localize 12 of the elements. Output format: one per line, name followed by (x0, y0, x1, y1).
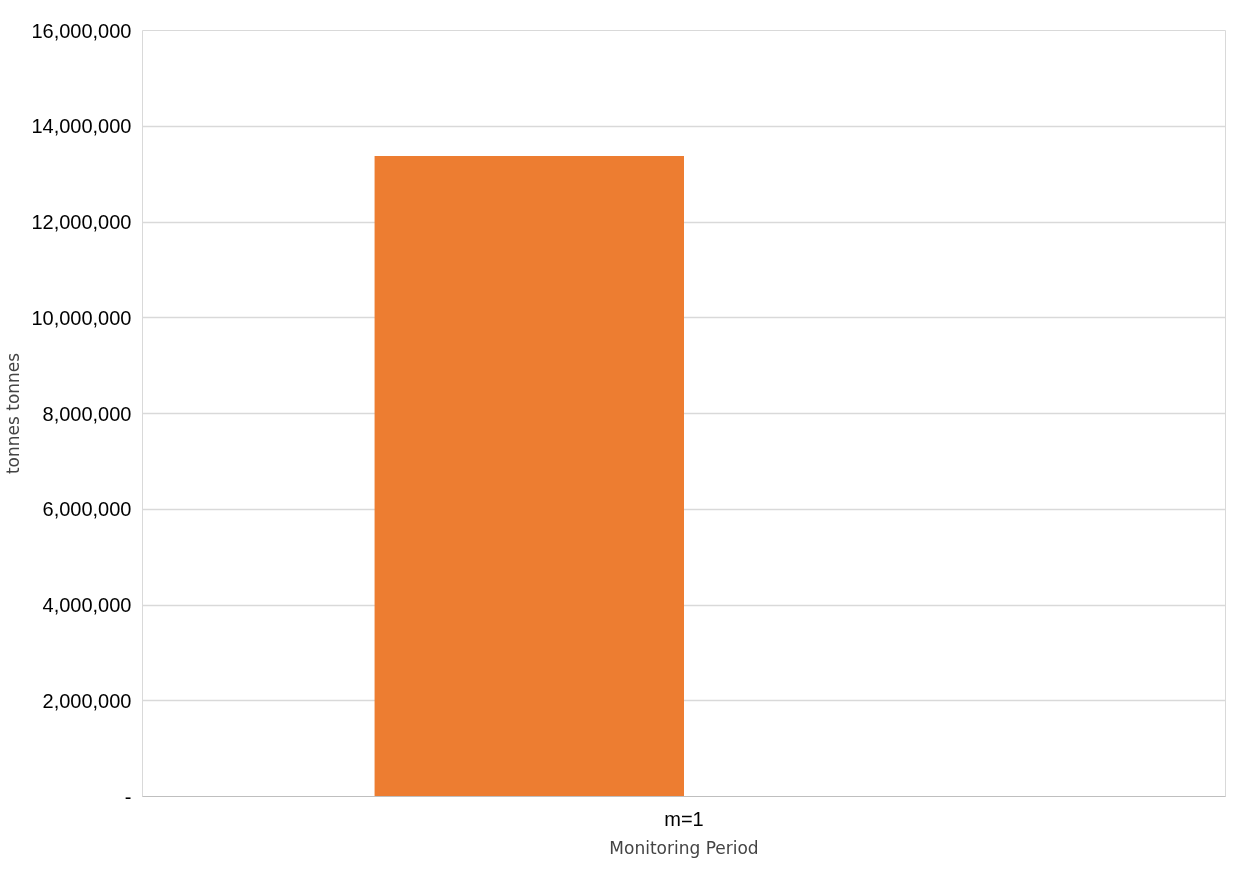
x-tick-label: m=1 (664, 807, 704, 830)
y-tick-label: 12,000,000 (31, 211, 132, 233)
y-tick-label: - (124, 785, 132, 808)
y-tick-label: 16,000,000 (31, 19, 132, 42)
y-tick-label: 6,000,000 (42, 498, 132, 521)
x-axis-title: Monitoring Period (609, 837, 759, 858)
y-tick-label: 4,000,000 (42, 594, 132, 616)
y-axis-title: tonnes tonnes (3, 352, 24, 475)
y-tick-label: 14,000,000 (31, 115, 132, 138)
y-tick-label: 10,000,000 (31, 306, 132, 329)
y-tick-label: 8,000,000 (42, 402, 132, 425)
y-tick-label: 2,000,000 (42, 689, 132, 712)
